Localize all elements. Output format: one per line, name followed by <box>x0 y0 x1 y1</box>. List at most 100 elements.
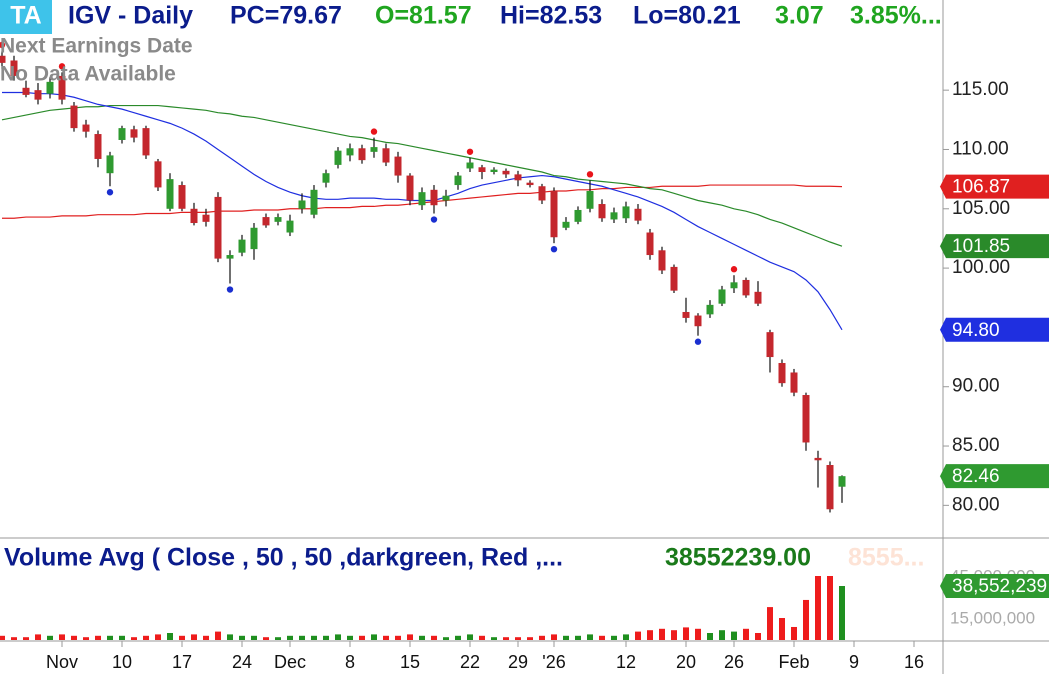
volume-bar <box>659 628 665 640</box>
candle-body <box>0 55 6 63</box>
x-tick-label: Dec <box>274 652 306 672</box>
volume-bar <box>215 631 221 640</box>
volume-bar <box>623 634 629 640</box>
x-tick-label: Feb <box>778 652 809 672</box>
candle-body <box>550 190 558 238</box>
candle-body <box>118 128 126 140</box>
candle-body <box>250 227 258 250</box>
volume-panel <box>0 576 845 640</box>
volume-bar <box>23 637 29 640</box>
candle-body <box>310 189 318 215</box>
candle-body <box>478 167 486 173</box>
candle-body <box>838 476 846 487</box>
volume-bar <box>35 634 41 640</box>
candle-body <box>574 209 582 222</box>
y-tick-label: 90.00 <box>952 376 1000 397</box>
candle-body <box>622 206 630 219</box>
volume-bar <box>155 634 161 640</box>
candle-body <box>466 162 474 169</box>
x-tick-label: 8 <box>345 652 355 672</box>
volume-bar <box>683 627 689 640</box>
volume-bar <box>599 635 605 640</box>
candle-body <box>382 148 390 163</box>
candle-body <box>814 457 822 461</box>
volume-bar <box>503 637 509 640</box>
candle-body <box>706 304 714 315</box>
x-tick-label: 10 <box>112 652 132 672</box>
candle-body <box>538 186 546 201</box>
candle-body <box>82 124 90 132</box>
candle-body <box>406 175 414 201</box>
volume-bar <box>143 635 149 640</box>
last-value-box <box>940 317 1049 342</box>
overlay: TA IGV - Daily PC=79.67 O=81.57 Hi=82.53… <box>0 0 942 572</box>
x-tick-label: 20 <box>676 652 696 672</box>
volume-bar <box>443 637 449 640</box>
volume-bar <box>287 635 293 640</box>
candle-body <box>526 182 534 186</box>
change-pct: 3.85%... <box>850 2 942 30</box>
pivot-dot <box>466 148 474 155</box>
volume-tick-label: 15,000,000 <box>950 608 1035 627</box>
volume-bar <box>131 637 137 640</box>
volume-bar <box>839 586 845 640</box>
candle-body <box>718 289 726 304</box>
candle-body <box>106 155 114 174</box>
x-tick-label: 12 <box>616 652 636 672</box>
volume-bar <box>95 635 101 640</box>
volume-bar <box>299 635 305 640</box>
pivot-dot <box>58 63 66 70</box>
volume-bar <box>731 631 737 640</box>
y-tick-label: 110.00 <box>952 138 1009 159</box>
candle-body <box>658 250 666 271</box>
last-value-box <box>940 464 1049 489</box>
pivot-dot <box>370 128 378 135</box>
candle-body <box>610 212 618 220</box>
badge: TA <box>10 2 41 30</box>
candle-body <box>226 255 234 259</box>
pivot-dot <box>226 286 234 293</box>
volume-bar <box>47 635 53 640</box>
volume-bar <box>515 637 521 640</box>
last-value-label: 94.80 <box>952 320 1000 341</box>
volume-bar <box>335 634 341 640</box>
candle-body <box>802 395 810 443</box>
candle-body <box>442 195 450 201</box>
volume-bar <box>491 637 497 640</box>
volume-bar <box>227 634 233 640</box>
candle-body <box>370 147 378 152</box>
volume-bar <box>755 632 761 640</box>
axes: Nov 10 17 24 Dec 8 15 22 29 '26 12 20 26 Feb 9 16 115.00… <box>46 79 1049 672</box>
volume-bar <box>203 635 209 640</box>
x-tick-label: 26 <box>724 652 744 672</box>
candle-body <box>298 200 306 209</box>
volume-bar <box>563 635 569 640</box>
candle-body <box>514 174 522 181</box>
volume-bar <box>743 628 749 640</box>
candle-body <box>454 175 462 186</box>
note: Next Earnings Date <box>0 35 193 58</box>
pivot-dot <box>430 216 438 223</box>
candle-body <box>46 81 54 94</box>
candle-body <box>754 291 762 304</box>
volume-bar <box>179 635 185 640</box>
change: 3.07 <box>775 2 824 30</box>
volume-bar <box>791 626 797 640</box>
x-tick-label: 17 <box>172 652 192 672</box>
last-value-box <box>940 574 1049 599</box>
x-tick-label: '26 <box>542 652 565 672</box>
volume-bar <box>251 635 257 640</box>
x-tick-label: 16 <box>904 652 924 672</box>
volume-bar <box>767 607 773 640</box>
volume-bar <box>263 637 269 640</box>
volume-bar <box>191 634 197 640</box>
volume-bar <box>395 635 401 640</box>
note: No Data Available <box>0 63 176 86</box>
pivot-dot <box>0 41 6 49</box>
badge-box <box>0 0 52 34</box>
candle-body <box>178 185 186 209</box>
candle-body <box>430 189 438 206</box>
volume-bar <box>455 635 461 640</box>
volume-bar <box>815 576 821 640</box>
